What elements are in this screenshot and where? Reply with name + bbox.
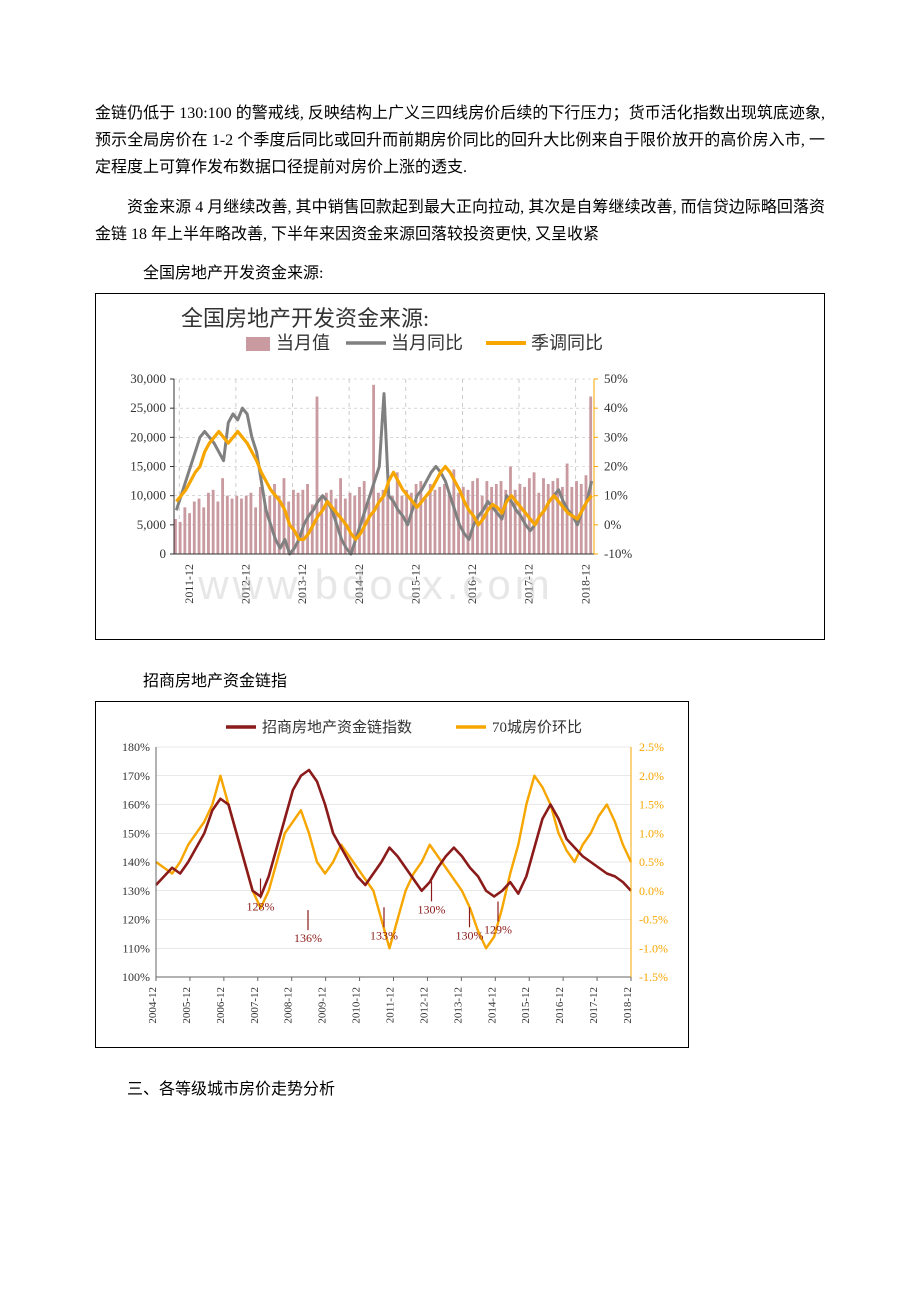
svg-text:130%: 130% bbox=[456, 929, 484, 943]
svg-text:-10%: -10% bbox=[604, 546, 632, 561]
svg-text:2005-12: 2005-12 bbox=[181, 987, 193, 1024]
svg-text:2.0%: 2.0% bbox=[639, 769, 664, 783]
svg-text:2013-12: 2013-12 bbox=[452, 987, 464, 1024]
svg-text:5,000: 5,000 bbox=[137, 517, 166, 532]
paragraph-1: 金链仍低于 130:100 的警戒线, 反映结构上广义三四线房价后续的下行压力；… bbox=[95, 100, 825, 182]
svg-text:www.bdocx.com: www.bdocx.com bbox=[197, 561, 553, 608]
svg-text:170%: 170% bbox=[122, 769, 150, 783]
svg-text:10%: 10% bbox=[604, 488, 628, 503]
svg-text:110%: 110% bbox=[122, 942, 150, 956]
svg-text:2012-12: 2012-12 bbox=[418, 987, 430, 1024]
svg-text:2004-12: 2004-12 bbox=[147, 987, 159, 1024]
svg-text:-1.0%: -1.0% bbox=[639, 942, 668, 956]
svg-text:20%: 20% bbox=[604, 459, 628, 474]
svg-text:50%: 50% bbox=[604, 371, 628, 386]
paragraph-2: 资金来源 4 月继续改善, 其中销售回款起到最大正向拉动, 其次是自筹继续改善,… bbox=[95, 194, 825, 248]
svg-text:30%: 30% bbox=[604, 429, 628, 444]
chart2-svg: 招商房地产资金链指数 70城房价环比 100% 110% 120% 130% 140% 150… bbox=[96, 702, 686, 1047]
svg-text:-0.5%: -0.5% bbox=[639, 913, 668, 927]
svg-text:40%: 40% bbox=[604, 400, 628, 415]
svg-text:130%: 130% bbox=[418, 903, 446, 917]
svg-text:全国房地产开发资金来源:: 全国房地产开发资金来源: bbox=[181, 306, 429, 331]
svg-text:129%: 129% bbox=[484, 923, 512, 937]
svg-text:2014-12: 2014-12 bbox=[486, 987, 498, 1024]
paragraph-3: 三、各等级城市房价走势分析 bbox=[95, 1076, 825, 1103]
svg-text:180%: 180% bbox=[122, 740, 150, 754]
svg-text:10,000: 10,000 bbox=[130, 488, 166, 503]
svg-text:1.5%: 1.5% bbox=[639, 798, 664, 812]
svg-text:30,000: 30,000 bbox=[130, 371, 166, 386]
svg-text:当月同比: 当月同比 bbox=[391, 333, 463, 353]
svg-text:1.0%: 1.0% bbox=[639, 827, 664, 841]
svg-text:招商房地产资金链指数: 招商房地产资金链指数 bbox=[262, 719, 412, 736]
svg-text:128%: 128% bbox=[247, 900, 275, 914]
svg-text:季调同比: 季调同比 bbox=[531, 333, 603, 353]
svg-text:2016-12: 2016-12 bbox=[554, 987, 566, 1024]
svg-text:100%: 100% bbox=[122, 970, 150, 984]
chart1-frame: 全国房地产开发资金来源:当月值 当月同比 季调同比 0 5,000 10,000 15,00… bbox=[95, 293, 825, 640]
svg-text:120%: 120% bbox=[122, 913, 150, 927]
chart1-caption: 全国房地产开发资金来源: bbox=[95, 260, 825, 287]
svg-text:-1.5%: -1.5% bbox=[639, 970, 668, 984]
chart2-frame: 招商房地产资金链指数 70城房价环比 100% 110% 120% 130% 140% 150… bbox=[95, 701, 689, 1048]
chart2-caption: 招商房地产资金链指 bbox=[95, 668, 825, 695]
svg-text:140%: 140% bbox=[122, 855, 150, 869]
svg-text:2018-12: 2018-12 bbox=[578, 564, 592, 604]
svg-text:2010-12: 2010-12 bbox=[351, 987, 363, 1024]
svg-text:0.0%: 0.0% bbox=[639, 884, 664, 898]
svg-text:0.5%: 0.5% bbox=[639, 855, 664, 869]
svg-text:0: 0 bbox=[160, 546, 167, 561]
svg-text:2008-12: 2008-12 bbox=[283, 987, 295, 1024]
svg-text:2009-12: 2009-12 bbox=[317, 987, 329, 1024]
svg-text:2006-12: 2006-12 bbox=[215, 987, 227, 1024]
svg-text:0%: 0% bbox=[604, 517, 622, 532]
svg-text:2.5%: 2.5% bbox=[639, 740, 664, 754]
svg-text:2011-12: 2011-12 bbox=[182, 564, 196, 604]
svg-text:150%: 150% bbox=[122, 827, 150, 841]
chart1-svg: 全国房地产开发资金来源:当月值 当月同比 季调同比 0 5,000 10,000 15,00… bbox=[96, 294, 656, 639]
svg-text:当月值: 当月值 bbox=[276, 333, 330, 353]
svg-text:2018-12: 2018-12 bbox=[622, 987, 634, 1024]
svg-text:70城房价环比: 70城房价环比 bbox=[492, 719, 582, 736]
document-page: 金链仍低于 130:100 的警戒线, 反映结构上广义三四线房价后续的下行压力；… bbox=[0, 0, 920, 1176]
svg-text:2015-12: 2015-12 bbox=[520, 987, 532, 1024]
svg-text:25,000: 25,000 bbox=[130, 400, 166, 415]
svg-text:20,000: 20,000 bbox=[130, 429, 166, 444]
svg-text:2011-12: 2011-12 bbox=[385, 987, 397, 1023]
svg-text:133%: 133% bbox=[370, 929, 398, 943]
svg-text:15,000: 15,000 bbox=[130, 459, 166, 474]
svg-text:130%: 130% bbox=[122, 884, 150, 898]
svg-text:2007-12: 2007-12 bbox=[249, 987, 261, 1024]
svg-text:136%: 136% bbox=[294, 931, 322, 945]
svg-text:2017-12: 2017-12 bbox=[588, 987, 600, 1024]
svg-text:160%: 160% bbox=[122, 798, 150, 812]
